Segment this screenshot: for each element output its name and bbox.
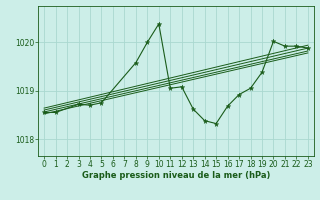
X-axis label: Graphe pression niveau de la mer (hPa): Graphe pression niveau de la mer (hPa) [82,171,270,180]
